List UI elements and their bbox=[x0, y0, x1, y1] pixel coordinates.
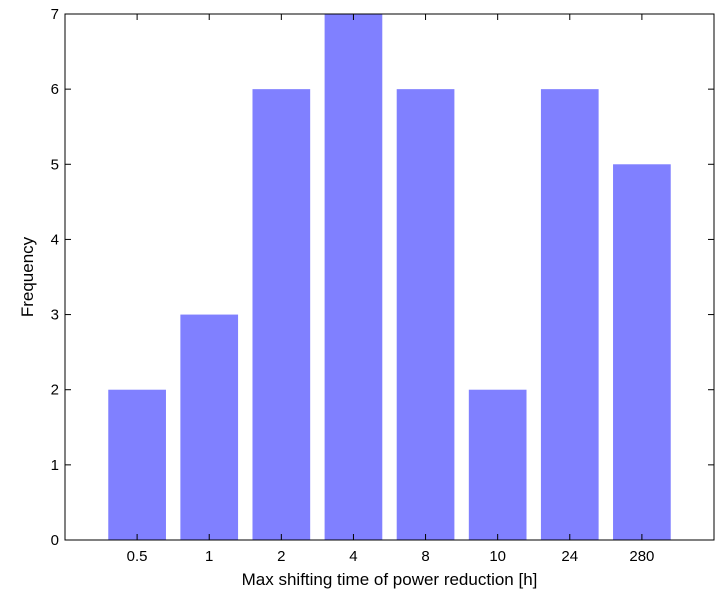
bar-4 bbox=[324, 14, 383, 540]
y-tick-label-4: 4 bbox=[51, 231, 59, 248]
y-axis-label: Frequency bbox=[18, 236, 37, 317]
x-tick-label-2: 2 bbox=[277, 548, 285, 565]
x-tick-label-4: 4 bbox=[349, 548, 357, 565]
bar-280 bbox=[613, 164, 671, 541]
y-tick-label-0: 0 bbox=[51, 532, 59, 549]
bar-10 bbox=[468, 389, 527, 540]
y-tick-label-3: 3 bbox=[51, 307, 59, 324]
x-tick-label-280: 280 bbox=[629, 548, 654, 565]
bar-2 bbox=[252, 89, 311, 540]
y-tick-label-1: 1 bbox=[51, 457, 59, 474]
x-tick-label-1: 1 bbox=[205, 548, 213, 565]
y-tick-label-2: 2 bbox=[51, 382, 59, 399]
y-tick-label-6: 6 bbox=[51, 81, 59, 98]
y-tick-label-7: 7 bbox=[51, 6, 59, 23]
bar-24 bbox=[540, 89, 599, 540]
bar-0.5 bbox=[108, 389, 166, 540]
bar-8 bbox=[396, 89, 455, 540]
x-axis-label: Max shifting time of power reduction [h] bbox=[242, 570, 538, 589]
x-tick-label-24: 24 bbox=[561, 548, 578, 565]
bars bbox=[108, 14, 671, 541]
x-tick-label-10: 10 bbox=[489, 548, 506, 565]
y-tick-label-5: 5 bbox=[51, 156, 59, 173]
x-tick-label-8: 8 bbox=[421, 548, 429, 565]
bar-1 bbox=[180, 314, 239, 540]
x-tick-label-0.5: 0.5 bbox=[127, 548, 148, 565]
plot-frame bbox=[64, 13, 715, 541]
